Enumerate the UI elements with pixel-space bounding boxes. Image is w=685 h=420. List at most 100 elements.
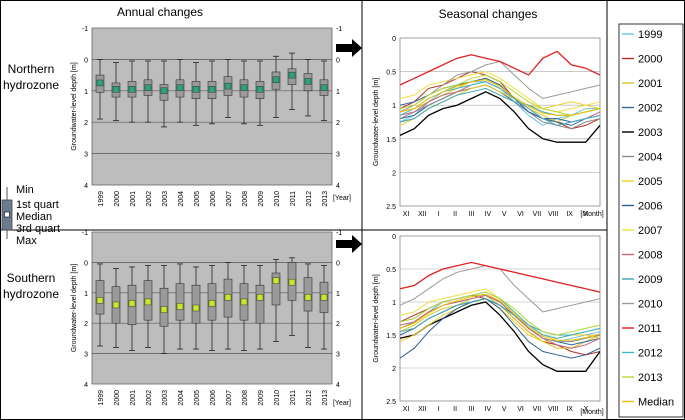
legend-label-2013: 2013 <box>638 372 662 384</box>
y-tick-label: 0.5 <box>386 267 396 274</box>
y-tick-label: 2 <box>84 321 88 328</box>
series-line-2013 <box>399 291 601 336</box>
x-tick-label: X <box>584 211 589 218</box>
y-tick-label-right: 0 <box>336 57 340 64</box>
y-tick-label-right: 0 <box>336 260 340 267</box>
x-tick-label: I <box>438 211 440 218</box>
x-tick-label: 2012 <box>306 390 313 406</box>
median-marker <box>112 86 120 93</box>
x-tick-label: 2000 <box>114 390 121 406</box>
median-marker <box>208 300 216 307</box>
x-tick-label: VIII <box>548 211 559 218</box>
series-legend: 1999 2000 2001 2002 2003 2004 2005 2006 2007 2008… <box>618 23 684 418</box>
y-tick-label: 0 <box>84 260 88 267</box>
x-tick-label: 2003 <box>162 191 169 207</box>
legend-label-2000: 2000 <box>638 54 662 66</box>
y-tick-label: 3 <box>84 352 88 359</box>
month-unit-north: [Month] <box>580 211 603 218</box>
series-line-2009 <box>399 298 601 336</box>
y-tick-label-right: 2 <box>336 120 340 127</box>
year-unit-south: [Year] <box>333 400 351 407</box>
series-line-2003 <box>399 91 601 143</box>
arrow-icon-south <box>336 235 362 253</box>
median-marker <box>256 86 264 93</box>
y-tick-label: 2.5 <box>386 399 396 406</box>
median-marker <box>240 84 248 91</box>
y-tick-label: 4 <box>84 382 88 389</box>
y-tick-label: 2 <box>392 366 396 373</box>
median-marker <box>144 84 152 91</box>
median-marker <box>128 300 136 307</box>
median-marker <box>96 79 104 87</box>
median-marker <box>272 277 280 284</box>
x-tick-label: 2007 <box>226 191 233 207</box>
x-tick-label: 2002 <box>146 390 153 406</box>
x-tick-label: 2009 <box>258 191 265 207</box>
box-iqr <box>175 283 185 321</box>
median-marker <box>128 86 136 93</box>
plot-area <box>399 37 601 207</box>
x-tick-label: 2008 <box>242 390 249 406</box>
series-line-2011 <box>399 261 601 293</box>
legend-label-2001: 2001 <box>638 78 662 90</box>
y-tick-label-right: 2 <box>336 321 340 328</box>
legend-label-Median: Median <box>638 397 674 409</box>
series-line-2006 <box>399 298 601 359</box>
south-zone-label-2: hydrozone <box>3 287 59 301</box>
median-marker <box>96 297 104 304</box>
year-unit-north: [Year] <box>333 195 351 202</box>
x-tick-label: 2006 <box>210 390 217 406</box>
legend-median: Median <box>16 211 52 223</box>
box-iqr <box>271 272 281 306</box>
series-line-2007 <box>399 71 601 113</box>
y-tick-label: 0.5 <box>386 70 396 77</box>
median-marker <box>224 82 232 90</box>
x-tick-label: VI <box>517 406 524 413</box>
y-tick-label: 2 <box>392 170 396 177</box>
x-tick-label: 2000 <box>114 191 121 207</box>
y-tick-label-right: 3 <box>336 352 340 359</box>
median-marker <box>192 304 200 312</box>
x-tick-label: 2007 <box>226 390 233 406</box>
legend-label-2005: 2005 <box>638 176 662 188</box>
x-tick-label: 2011 <box>290 390 297 405</box>
y-tick-label: 4 <box>84 183 88 190</box>
median-marker <box>224 294 232 301</box>
y-tick-label-right: 1 <box>336 89 340 96</box>
x-tick-label: 2010 <box>274 390 281 406</box>
y-tick-label: -1 <box>82 26 88 33</box>
x-tick-label: XII <box>418 406 427 413</box>
median-marker <box>304 294 312 301</box>
arrow-icon-north <box>336 39 362 57</box>
x-tick-label: 2005 <box>194 191 201 207</box>
x-tick-label: IV <box>485 406 492 413</box>
legend-q3: 3rd quart <box>16 223 60 235</box>
y-axis-label: Groundwater-level depth [m] <box>373 78 380 166</box>
x-tick-label: X <box>584 406 589 413</box>
south-zone-label-1: Southern <box>7 271 56 285</box>
legend-label-2007: 2007 <box>638 225 662 237</box>
series-line-Median <box>399 293 601 341</box>
series-line-2008 <box>399 294 601 349</box>
x-tick-label: 2013 <box>322 390 329 406</box>
legend-label-2004: 2004 <box>638 152 662 164</box>
legend-label-2009: 2009 <box>638 274 662 286</box>
median-marker <box>144 298 152 306</box>
y-tick-label-right: -1 <box>336 26 342 33</box>
legend-q1: 1st quart <box>16 199 59 211</box>
x-tick-label: III <box>469 406 475 413</box>
x-tick-label: 2004 <box>178 390 185 406</box>
x-tick-label: IV <box>485 211 492 218</box>
legend-label-2012: 2012 <box>638 348 662 360</box>
x-tick-label: III <box>469 211 475 218</box>
y-tick-label: -1 <box>82 230 88 237</box>
y-tick-label: 0 <box>392 36 396 43</box>
y-tick-label-right: 4 <box>336 382 340 389</box>
x-tick-label: 2002 <box>146 191 153 207</box>
x-tick-label: V <box>502 406 507 413</box>
y-axis-label: Groundwater-level depth [m] <box>373 274 380 362</box>
x-tick-label: 2009 <box>258 390 265 406</box>
x-tick-label: IX <box>566 406 573 413</box>
legend-box <box>618 23 684 418</box>
north-zone-label-2: hydrozone <box>3 78 59 92</box>
